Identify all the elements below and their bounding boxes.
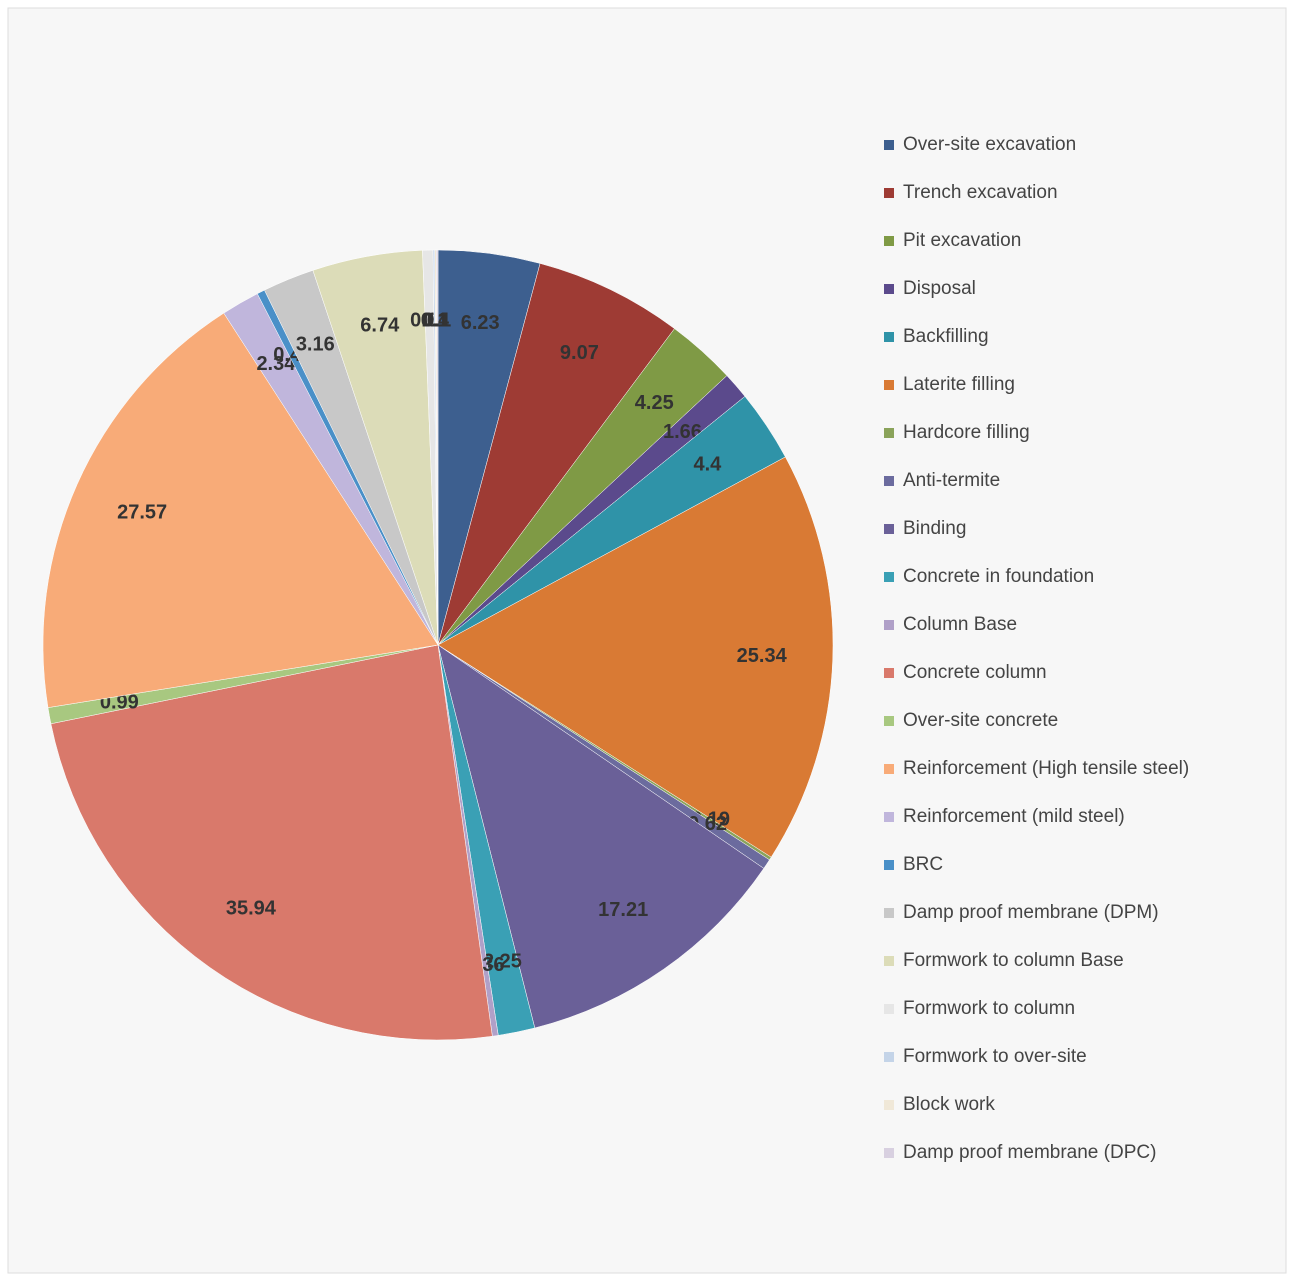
- value-label: 6.74: [360, 315, 400, 337]
- legend-label: Reinforcement (mild steel): [903, 806, 1125, 827]
- legend-label: Damp proof membrane (DPM): [903, 902, 1159, 923]
- value-label: 3.16: [296, 334, 335, 356]
- pie-slice: [437, 263, 675, 646]
- legend-swatch: [884, 476, 894, 486]
- value-label: 2.25: [483, 951, 522, 973]
- value-label: 0.1: [422, 309, 450, 331]
- legend-label: Reinforcement (High tensile steel): [903, 758, 1189, 779]
- legend-label: Block work: [903, 1094, 995, 1115]
- legend-label: Backfilling: [903, 326, 989, 347]
- legend-swatch: [884, 140, 894, 150]
- value-label: 6.23: [461, 312, 500, 334]
- legend-label: Over-site excavation: [903, 134, 1076, 155]
- pie-slice: [50, 644, 493, 1041]
- pie-slice: [42, 312, 439, 708]
- legend-label: Pit excavation: [903, 230, 1021, 251]
- legend-swatch: [884, 428, 894, 438]
- legend-swatch: [884, 1004, 894, 1014]
- legend-swatch: [884, 812, 894, 822]
- pie-slice: [437, 644, 765, 1029]
- value-label: 2.34: [256, 353, 296, 375]
- pie-slice: [437, 456, 834, 858]
- legend-label: Trench excavation: [903, 182, 1058, 203]
- legend-swatch: [884, 620, 894, 630]
- legend-label: Concrete column: [903, 662, 1047, 683]
- legend-swatch: [884, 908, 894, 918]
- legend-label: Binding: [903, 518, 966, 539]
- legend-swatch: [884, 188, 894, 198]
- legend-label: Hardcore filling: [903, 422, 1030, 443]
- legend-swatch: [884, 380, 894, 390]
- legend-swatch: [884, 524, 894, 534]
- legend-swatch: [884, 572, 894, 582]
- value-label: 0.64: [410, 309, 450, 331]
- legend-swatch: [884, 1100, 894, 1110]
- legend-label: Formwork to over-site: [903, 1046, 1087, 1067]
- value-label: 25.34: [737, 645, 788, 667]
- legend-label: Over-site concrete: [903, 710, 1058, 731]
- value-label: 0.1: [421, 309, 449, 331]
- value-label: 27.57: [117, 501, 167, 523]
- value-label: 0.1: [423, 309, 451, 331]
- legend-swatch: [884, 716, 894, 726]
- pie-slice: [436, 249, 439, 646]
- legend-label: Laterite filling: [903, 374, 1015, 395]
- value-label: 4.4: [694, 453, 723, 475]
- legend-swatch: [884, 956, 894, 966]
- legend-swatch: [884, 1052, 894, 1062]
- legend-label: Formwork to column Base: [903, 950, 1124, 971]
- value-label: 17.21: [598, 899, 648, 921]
- value-label: 1.66: [663, 421, 702, 443]
- legend-swatch: [884, 332, 894, 342]
- legend-swatch: [884, 860, 894, 870]
- legend-swatch: [884, 284, 894, 294]
- legend-label: Anti-termite: [903, 470, 1000, 491]
- legend-swatch: [884, 668, 894, 678]
- legend-label: Disposal: [903, 278, 976, 299]
- legend-label: BRC: [903, 854, 943, 875]
- value-label: 35.94: [226, 898, 277, 920]
- legend-label: Damp proof membrane (DPC): [903, 1142, 1156, 1163]
- legend-label: Column Base: [903, 614, 1017, 635]
- legend-swatch: [884, 236, 894, 246]
- legend-label: Formwork to column: [903, 998, 1075, 1019]
- legend-swatch: [884, 1148, 894, 1158]
- value-label: 4.25: [635, 392, 674, 414]
- value-label: 9.07: [560, 342, 599, 364]
- legend-label: Concrete in foundation: [903, 566, 1094, 587]
- legend-swatch: [884, 764, 894, 774]
